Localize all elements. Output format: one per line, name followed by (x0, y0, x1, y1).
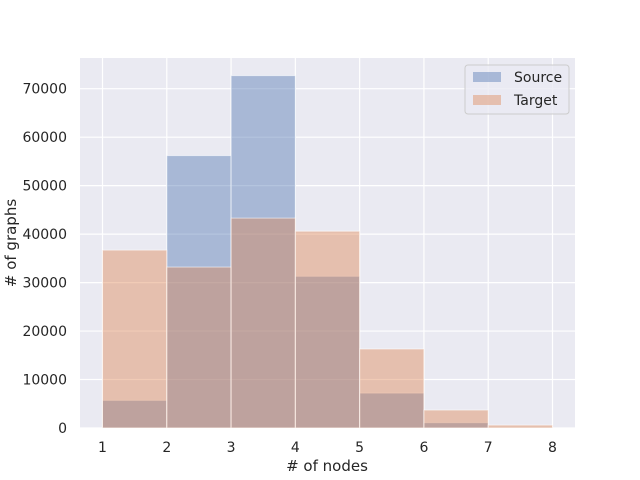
legend-box (464, 64, 570, 115)
y-tick-label: 70000 (22, 82, 67, 98)
bar-target (102, 249, 168, 429)
x-tick-label: 3 (227, 440, 236, 456)
x-tick-label: 6 (419, 440, 428, 456)
bar-source (230, 75, 296, 429)
y-tick-label: 50000 (22, 179, 67, 195)
y-tick-label: 30000 (22, 276, 67, 292)
legend-label-target: Target (513, 93, 558, 109)
bar-source (294, 275, 361, 429)
x-axis-label: # of nodes (286, 457, 368, 475)
bar-target (166, 266, 232, 429)
legend: Source Target (464, 64, 570, 115)
y-tick-label: 60000 (22, 130, 67, 146)
legend-swatch-source (473, 72, 501, 82)
x-tick-label: 7 (484, 440, 493, 456)
bar-target (294, 230, 361, 429)
bars-layer (102, 75, 554, 429)
bar-target (423, 409, 489, 429)
plot-background (80, 58, 575, 428)
bar-target (230, 217, 296, 429)
x-tick-label: 5 (355, 440, 364, 456)
x-tick-label: 1 (98, 440, 107, 456)
y-axis-label: # of graphs (2, 199, 20, 287)
bar-target (487, 424, 554, 429)
y-tick-label: 40000 (22, 227, 67, 243)
y-tick-label: 20000 (22, 324, 67, 340)
y-axis-ticks: 0 10000 20000 30000 40000 50000 60000 70000 (22, 82, 67, 437)
x-tick-label: 4 (291, 440, 300, 456)
legend-swatch-target (473, 95, 501, 105)
bar-target (359, 348, 425, 429)
bar-source (166, 155, 232, 429)
y-tick-label: 0 (58, 421, 67, 437)
x-axis-ticks: 1 2 3 4 5 6 7 8 (98, 440, 557, 456)
legend-label-source: Source (514, 70, 562, 86)
x-tick-label: 2 (162, 440, 171, 456)
y-tick-label: 10000 (22, 373, 67, 389)
bar-source (359, 392, 425, 429)
x-tick-label: 8 (548, 440, 557, 456)
